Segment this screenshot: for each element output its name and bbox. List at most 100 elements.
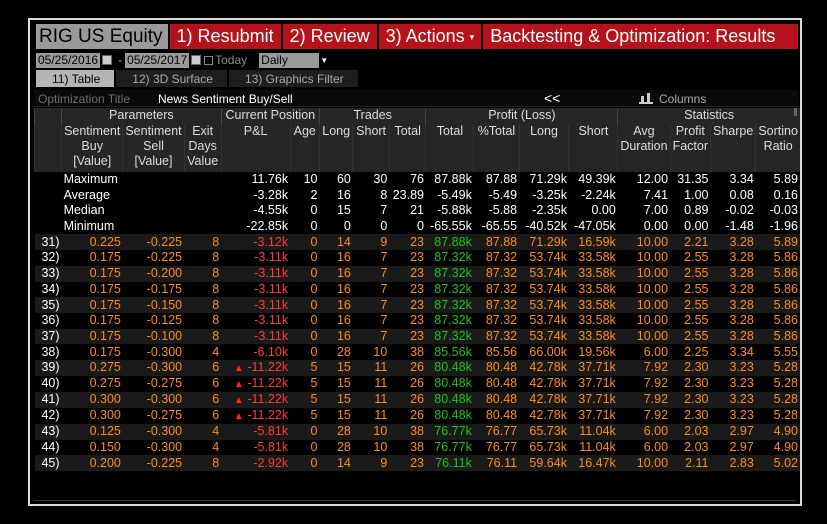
- table-row[interactable]: 43) 0.125 -0.300 4 -5.81k 0 28 10 38 76.77k 76.77 6…: [34, 423, 800, 440]
- periodicity-select[interactable]: Daily: [259, 52, 320, 68]
- trades-long: 28: [336, 439, 351, 454]
- profit-total: 87.32k: [425, 328, 474, 345]
- calendar-icon[interactable]: [191, 55, 202, 65]
- stat-profit-factor: 2.03: [684, 439, 709, 454]
- param-sell: -0.175: [146, 281, 183, 296]
- summary-value: 87.88: [485, 172, 518, 187]
- param-buy: 0.125: [61, 423, 123, 440]
- summary-value: -1.48: [725, 219, 754, 234]
- profit-total: 87.32k: [425, 297, 474, 313]
- param-exit-days: 6: [212, 376, 220, 391]
- trades-long: 16: [319, 297, 353, 313]
- calendar-icon[interactable]: [102, 55, 113, 65]
- summary-value: 1.00: [684, 187, 709, 202]
- column-header[interactable]: %Total: [473, 123, 520, 172]
- review-button[interactable]: 2) Review: [282, 24, 377, 49]
- tab-3d-surface[interactable]: 12) 3D Surface: [116, 70, 227, 87]
- column-header[interactable]: Short: [568, 123, 618, 172]
- trades-total: 26: [410, 376, 424, 391]
- up-arrow-icon: ▲: [233, 362, 244, 374]
- security-ticker[interactable]: RIG US Equity: [36, 24, 168, 49]
- group-statistics: Statistics: [617, 108, 800, 124]
- end-date-field[interactable]: 05/25/2017: [125, 52, 190, 68]
- table-row[interactable]: 40) 0.275 -0.275 6 ▲ -11.22k 5 15 11 26 80.48k 80.…: [35, 376, 801, 392]
- pnl-value: -6.10k: [253, 344, 289, 359]
- table-row[interactable]: 41) 0.300 -0.300 6 ▲ -11.22k 5 15 11 26 80.48k 80.…: [34, 391, 800, 408]
- column-header[interactable]: Exit Days Value: [183, 123, 222, 172]
- today-checkbox[interactable]: [204, 55, 214, 65]
- profit-short: 37.71k: [578, 376, 616, 391]
- summary-value: 0.89: [684, 203, 709, 218]
- param-sell: -0.275: [146, 376, 183, 391]
- tab-table[interactable]: 11) Table: [36, 70, 115, 87]
- summary-value: -65.55k: [430, 219, 472, 234]
- row-index: 37): [34, 328, 62, 345]
- table-row[interactable]: 44) 0.150 -0.300 4 -5.81k 0 28 10 38 76.77k 76.77 6…: [35, 440, 801, 456]
- table-row[interactable]: 39) 0.275 -0.300 6 ▲ -11.22k 5 15 11 26 80.48k 80.…: [34, 359, 800, 376]
- row-index: 35): [34, 297, 62, 313]
- summary-value: -22.85k: [246, 219, 289, 234]
- param-sell: -0.225: [146, 250, 183, 265]
- column-header[interactable]: Total: [388, 123, 426, 172]
- pnl-value: -3.11k: [254, 250, 289, 265]
- summary-value: 10: [303, 172, 318, 187]
- trades-short: 7: [352, 297, 390, 313]
- columns-button[interactable]: Columns: [639, 92, 706, 106]
- row-index: 42): [41, 408, 60, 423]
- resubmit-button[interactable]: 1) Resubmit: [169, 24, 281, 49]
- stat-avg-duration: 7.92: [617, 359, 671, 376]
- table-row[interactable]: 42) 0.300 -0.275 6 ▲ -11.22k 5 15 11 26 80.48k 80.…: [35, 408, 801, 424]
- position-pnl: ▲ -11.22k: [221, 408, 290, 424]
- table-row[interactable]: 45) 0.200 -0.225 8 -2.92k 0 14 9 23 76.11k 76.11 59…: [34, 455, 800, 471]
- scroll-indicator[interactable]: [794, 108, 797, 116]
- collapse-icon[interactable]: <<: [544, 90, 561, 106]
- table-row[interactable]: 35) 0.175 -0.150 8 -3.11k 0 16 7 23 87.32k 87.32 53…: [34, 297, 800, 313]
- column-header[interactable]: Profit Factor: [669, 123, 711, 172]
- summary-value: 31.35: [677, 172, 709, 187]
- profit-pct-total: 87.32: [485, 313, 518, 328]
- table-row[interactable]: 36) 0.175 -0.125 8 -3.11k 0 16 7 23 87.32k 87.32 53…: [35, 313, 801, 329]
- column-header[interactable]: P&L: [220, 123, 291, 172]
- row-index: 41): [34, 391, 62, 408]
- trades-short: 11: [374, 376, 388, 391]
- column-header[interactable]: Short: [352, 123, 390, 172]
- stat-profit-factor: 2.30: [684, 408, 709, 423]
- column-header[interactable]: Sortino Ratio: [755, 123, 800, 172]
- table-row[interactable]: 31) 0.225 -0.225 8 -3.12k 0 14 9 23 87.88k 87.88 71…: [34, 234, 800, 251]
- param-exit-days: 8: [184, 297, 222, 313]
- optimization-title-value[interactable]: News Sentiment Buy/Sell: [158, 92, 293, 106]
- dropdown-arrow-icon[interactable]: ▼: [319, 52, 330, 68]
- param-buy: 0.275: [61, 359, 123, 376]
- summary-value: -5.49: [488, 187, 518, 202]
- profit-short: 33.58k: [578, 250, 616, 265]
- profit-total: 76.11k: [425, 455, 474, 471]
- tab-graphics-filter[interactable]: 13) Graphics Filter: [228, 70, 358, 87]
- column-header[interactable]: Long: [518, 123, 569, 172]
- column-header[interactable]: Sentiment Sell [Value]: [122, 123, 185, 172]
- profit-total: 80.48k: [425, 391, 474, 408]
- param-exit-days: 6: [184, 391, 222, 408]
- table-bottom-border: [34, 500, 796, 501]
- table-row[interactable]: 38) 0.175 -0.300 4 -6.10k 0 28 10 38 85.56k 85.56 6…: [35, 344, 801, 360]
- column-header[interactable]: Long: [318, 123, 353, 172]
- table-row[interactable]: 34) 0.175 -0.175 8 -3.11k 0 16 7 23 87.32k 87.32 53…: [35, 282, 801, 298]
- results-table: Parameters Current Position Trades Profi…: [33, 108, 801, 471]
- stat-profit-factor: 2.55: [684, 313, 709, 328]
- param-exit-days: 6: [212, 408, 220, 423]
- column-header[interactable]: Age: [289, 123, 320, 172]
- pnl-value: -3.11k: [254, 266, 289, 281]
- trades-total: 23: [410, 313, 424, 328]
- trades-total: 23: [410, 281, 424, 296]
- table-row[interactable]: 33) 0.175 -0.200 8 -3.11k 0 16 7 23 87.32k 87.32 53…: [34, 265, 800, 282]
- column-header[interactable]: Avg Duration: [617, 123, 671, 172]
- column-header[interactable]: Sentiment Buy [Value]: [61, 123, 123, 172]
- summary-row: Maximum 11.76k 10 60 30 76 87.88k 87.88 71.29k 49…: [35, 172, 801, 188]
- column-header[interactable]: Sharpe: [709, 123, 756, 172]
- actions-button[interactable]: 3) Actions ▾: [378, 24, 482, 49]
- start-date-field[interactable]: 05/25/2016: [36, 52, 101, 68]
- profit-pct-total: 87.32: [485, 250, 518, 265]
- column-header[interactable]: Total: [425, 123, 474, 172]
- table-row[interactable]: 32) 0.175 -0.225 8 -3.11k 0 16 7 23 87.32k 87.32 53…: [35, 250, 801, 266]
- table-row[interactable]: 37) 0.175 -0.100 8 -3.11k 0 16 7 23 87.32k 87.32 53…: [34, 328, 800, 345]
- cell: [184, 203, 221, 219]
